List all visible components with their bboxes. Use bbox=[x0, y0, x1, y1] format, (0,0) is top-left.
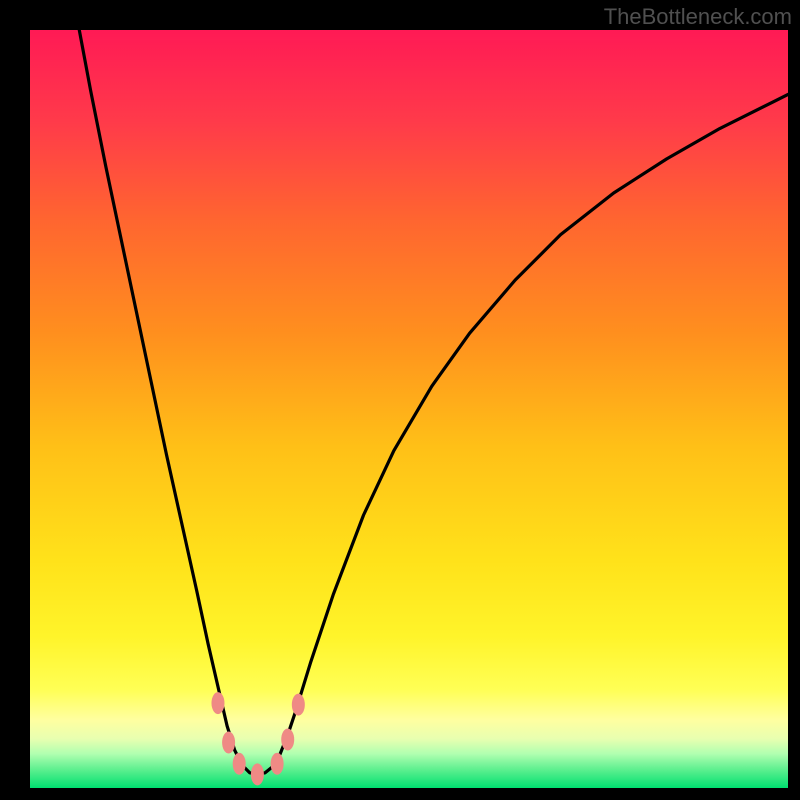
plot-area bbox=[30, 30, 788, 788]
marker-point bbox=[233, 753, 246, 775]
marker-point bbox=[292, 694, 305, 716]
gradient-rect bbox=[30, 30, 788, 788]
marker-point bbox=[251, 763, 264, 785]
marker-point bbox=[271, 753, 284, 775]
watermark-text: TheBottleneck.com bbox=[604, 4, 792, 30]
chart-svg bbox=[30, 30, 788, 788]
marker-point bbox=[281, 728, 294, 750]
marker-point bbox=[211, 692, 224, 714]
marker-point bbox=[222, 732, 235, 754]
